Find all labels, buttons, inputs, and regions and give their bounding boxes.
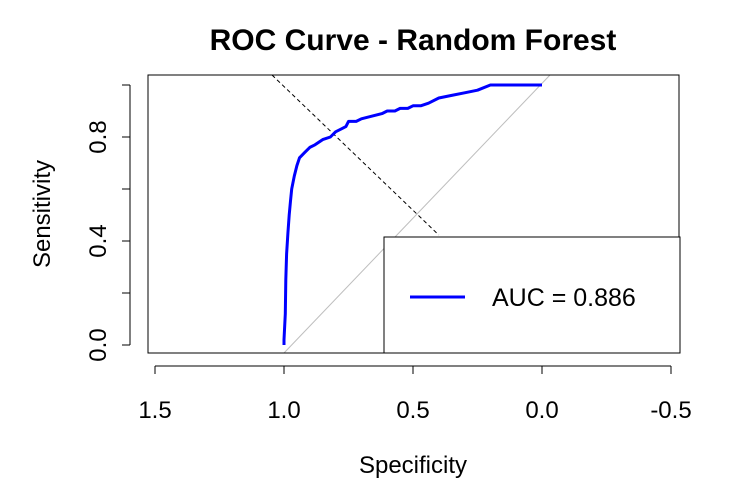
roc-curve-series [282,83,542,345]
y-tick-label: 0.8 [85,120,112,153]
crosshair-dashed-line [271,74,440,236]
y-axis-label: Sensitivity [29,160,56,268]
x-tick-label: 1.0 [267,397,300,424]
plot-area [271,74,551,354]
x-axis-label: Specificity [359,452,467,479]
y-tick-label: 0.4 [85,224,112,257]
x-tick-label: 1.5 [138,397,171,424]
legend-label-roc: AUC = 0.886 [492,284,636,312]
y-tick-label: 0.0 [85,328,112,361]
chart-title: ROC Curve - Random Forest [210,24,617,57]
reference-diagonal-line [283,74,551,354]
legend: AUC = 0.886 [383,236,681,354]
x-tick-label: -0.5 [650,397,691,424]
x-tick-label: 0.5 [396,397,429,424]
legend-box [383,236,681,354]
x-tick-label: 0.0 [525,397,558,424]
